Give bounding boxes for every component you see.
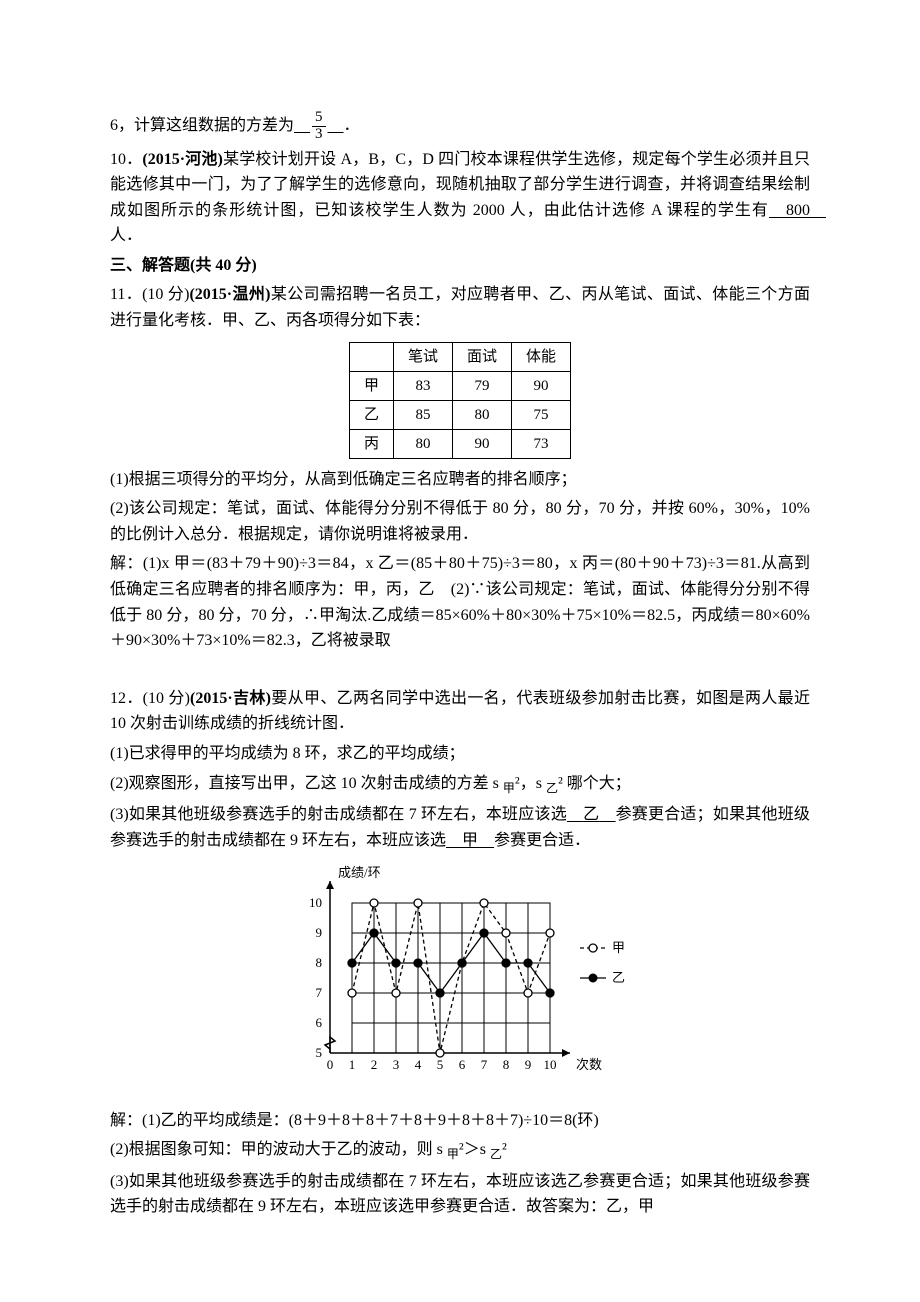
th-empty: [349, 342, 393, 371]
q10-source: (2015·河池): [142, 151, 223, 168]
subscript-jia: 甲: [503, 781, 515, 795]
q12-chart: 5678910012345678910成绩/环次数甲乙: [280, 863, 640, 1102]
subscript-yi: 乙: [490, 1148, 502, 1162]
q11-sub2: (2)该公司规定：笔试，面试、体能得分分别不得低于 80 分，80 分，70 分…: [110, 496, 810, 547]
cell: 79: [453, 371, 512, 400]
q11-source: (2015·温州): [189, 286, 270, 303]
q11-ans1: 解：(1)x 甲＝(83＋79＋90)÷3＝84，x 乙＝(85＋80＋75)÷…: [110, 551, 810, 653]
q9-prefix: 6，计算这组数据的方差为: [110, 117, 294, 134]
svg-text:次数: 次数: [576, 1057, 602, 1072]
cell: 85: [393, 400, 452, 429]
q11-number: 11．(10 分): [110, 286, 189, 303]
q12-sub3: (3)如果其他班级参赛选手的射击成绩都在 7 环左右，本班应该选 乙 参赛更合适…: [110, 802, 810, 853]
svg-text:乙: 乙: [612, 970, 625, 985]
subscript-yi: 乙: [546, 781, 558, 795]
q12-sub1: (1)已求得甲的平均成绩为 8 环，求乙的平均成绩；: [110, 741, 810, 767]
spacer: [110, 658, 810, 686]
q12-ans2-a: (2)根据图象可知：甲的波动大于乙的波动，则 s: [110, 1141, 447, 1158]
line-chart-svg: 5678910012345678910成绩/环次数甲乙: [280, 863, 660, 1093]
q12-sub3-a: (3)如果其他班级参赛选手的射击成绩都在 7 环左右，本班应该选: [110, 806, 567, 823]
q9-blank: 53: [294, 117, 344, 134]
table-header-row: 笔试 面试 体能: [349, 342, 570, 371]
svg-text:成绩/环: 成绩/环: [338, 865, 381, 880]
q10-answer-blank: 800: [769, 202, 826, 219]
svg-text:7: 7: [481, 1057, 488, 1072]
th-interview: 面试: [453, 342, 512, 371]
q12-sub3-ans1: 乙: [583, 806, 599, 823]
svg-text:5: 5: [316, 1045, 323, 1060]
svg-text:8: 8: [316, 955, 323, 970]
svg-text:9: 9: [316, 925, 323, 940]
q12-ans1: 解：(1)乙的平均成绩是：(8＋9＋8＋8＋7＋8＋9＋8＋8＋7)÷10＝8(…: [110, 1108, 810, 1134]
svg-text:6: 6: [316, 1015, 323, 1030]
svg-text:2: 2: [371, 1057, 378, 1072]
cell: 乙: [349, 400, 393, 429]
q9-line: 6，计算这组数据的方差为 53 ．: [110, 110, 810, 143]
cell: 丙: [349, 429, 393, 458]
q12-ans2: (2)根据图象可知：甲的波动大于乙的波动，则 s 甲²＞s 乙²: [110, 1137, 810, 1164]
q12-sub3-c: 参赛更合适．: [494, 832, 590, 849]
svg-text:4: 4: [415, 1057, 422, 1072]
cell: 80: [393, 429, 452, 458]
svg-text:8: 8: [503, 1057, 510, 1072]
q12-sub3-ans2-blank: 甲: [446, 832, 494, 849]
q12-sub2-c: ² 哪个大；: [558, 775, 631, 792]
subscript-jia: 甲: [447, 1148, 459, 1162]
q11-sub1: (1)根据三项得分的平均分，从高到低确定三名应聘者的排名顺序；: [110, 467, 810, 493]
svg-text:9: 9: [525, 1057, 532, 1072]
section3-header: 三、解答题(共 40 分): [110, 253, 810, 279]
svg-text:5: 5: [437, 1057, 444, 1072]
svg-text:10: 10: [309, 895, 322, 910]
table-row: 甲 83 79 90: [349, 371, 570, 400]
cell: 73: [512, 429, 571, 458]
q9-fraction: 53: [312, 110, 326, 143]
q12-ans2-b: ²＞s: [459, 1141, 490, 1158]
q9-frac-den: 3: [312, 127, 326, 143]
q10-answer: 800: [786, 202, 810, 219]
q12-sub3-ans2: 甲: [462, 832, 478, 849]
svg-text:7: 7: [316, 985, 323, 1000]
q10-number: 10．: [110, 151, 142, 168]
th-written: 笔试: [393, 342, 452, 371]
svg-text:10: 10: [544, 1057, 557, 1072]
cell: 83: [393, 371, 452, 400]
cell: 80: [453, 400, 512, 429]
q12-paragraph: 12．(10 分)(2015·吉林)要从甲、乙两名同学中选出一名，代表班级参加射…: [110, 686, 810, 737]
q10-paragraph: 10．(2015·河池)某学校计划开设 A，B，C，D 四门校本课程供学生选修，…: [110, 147, 810, 249]
q11-paragraph: 11．(10 分)(2015·温州)某公司需招聘一名员工，对应聘者甲、乙、丙从笔…: [110, 282, 810, 333]
svg-text:1: 1: [349, 1057, 356, 1072]
svg-text:6: 6: [459, 1057, 466, 1072]
q12-sub3-ans1-blank: 乙: [567, 806, 616, 823]
q9-suffix: ．: [344, 117, 360, 134]
table-row: 乙 85 80 75: [349, 400, 570, 429]
q12-number: 12．(10 分): [110, 690, 190, 707]
q12-ans2-c: ²: [502, 1141, 507, 1158]
q12-source: (2015·吉林): [190, 690, 271, 707]
q10-body2: 人．: [110, 227, 142, 244]
q12-ans3: (3)如果其他班级参赛选手的射击成绩都在 7 环左右，本班应该选乙参赛更合适；如…: [110, 1169, 810, 1220]
q12-sub2-b: ²，s: [515, 775, 546, 792]
q12-sub2-a: (2)观察图形，直接写出甲，乙这 10 次射击成绩的方差 s: [110, 775, 503, 792]
cell: 90: [453, 429, 512, 458]
q11-score-table: 笔试 面试 体能 甲 83 79 90 乙 85 80 75 丙 80 90 7…: [349, 342, 571, 459]
table-row: 丙 80 90 73: [349, 429, 570, 458]
svg-text:0: 0: [327, 1057, 334, 1072]
svg-text:甲: 甲: [612, 940, 625, 955]
cell: 75: [512, 400, 571, 429]
cell: 甲: [349, 371, 393, 400]
th-physical: 体能: [512, 342, 571, 371]
cell: 90: [512, 371, 571, 400]
q9-frac-num: 5: [312, 110, 326, 127]
q12-sub2: (2)观察图形，直接写出甲，乙这 10 次射击成绩的方差 s 甲²，s 乙² 哪…: [110, 771, 810, 798]
svg-text:3: 3: [393, 1057, 400, 1072]
